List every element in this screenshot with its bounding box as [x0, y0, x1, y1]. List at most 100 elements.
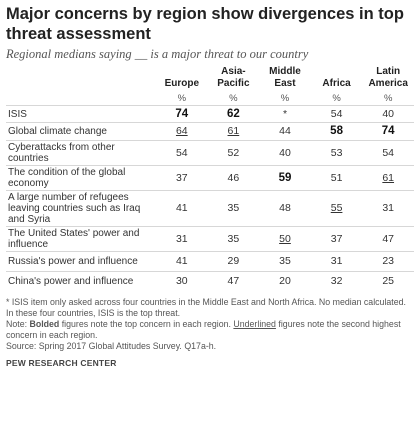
unit-row-spacer [6, 92, 156, 106]
value-text: 62 [226, 107, 240, 120]
value-text: 41 [175, 255, 188, 267]
value-text: 53 [330, 146, 343, 159]
table-row: A large number of refugees leaving count… [6, 190, 414, 227]
asterisk-note: * ISIS item only asked across four count… [6, 297, 406, 318]
table-row: Russia's power and influence 41 29 35 31 23 [6, 251, 414, 272]
header-row: Europe Asia- Pacific Middle East Africa La… [6, 66, 414, 92]
row-label: Russia's power and influence [6, 251, 156, 272]
column-header: Middle East [269, 66, 301, 89]
value-cell: 62 [207, 105, 260, 123]
value-text: 29 [227, 255, 240, 267]
row-label: The condition of the global economy [6, 165, 156, 191]
value-text: 52 [227, 146, 240, 159]
value-text: 64 [175, 125, 188, 137]
table-row: The United States' power and influence 31… [6, 226, 414, 252]
header-label-spacer [6, 66, 156, 92]
value-cell: 55 [310, 190, 363, 227]
value-cell: 47 [362, 226, 414, 252]
value-text: 58 [330, 125, 343, 137]
value-cell: 48 [259, 190, 311, 227]
value-cell: 47 [207, 271, 260, 291]
value-cell: 58 [310, 122, 363, 141]
value-text: 40 [279, 146, 291, 159]
value-cell: 37 [310, 226, 363, 252]
row-label: Cyberattacks from other countries [6, 140, 156, 166]
value-cell: 52 [207, 140, 260, 166]
value-cell: 31 [310, 251, 363, 272]
unit-cell: % [280, 93, 290, 104]
value-text: 55 [330, 202, 343, 214]
value-text: 74 [175, 107, 189, 120]
row-label: A large number of refugees leaving count… [6, 190, 156, 227]
value-text: 50 [279, 232, 291, 245]
value-text: 54 [175, 146, 188, 159]
value-cell: 61 [207, 122, 260, 141]
unit-cell: % [229, 93, 238, 104]
notes-block: * ISIS item only asked across four count… [6, 297, 411, 352]
column-header: Africa [322, 78, 351, 89]
value-cell: 74 [156, 105, 208, 123]
value-cell: 35 [207, 190, 260, 227]
organization-credit: PEW RESEARCH CENTER [6, 358, 117, 368]
value-text: 31 [382, 202, 395, 214]
unit-row: %%%%% [6, 92, 414, 106]
table-row: Global climate change 64 61 44 58 74 [6, 122, 414, 141]
value-cell: 41 [156, 190, 208, 227]
column-header: Asia- Pacific [217, 66, 250, 89]
value-text: 54 [330, 107, 343, 120]
value-cell: 31 [156, 226, 208, 252]
table-row: China's power and influence 30 47 20 32 25 [6, 271, 414, 291]
value-cell: 30 [156, 271, 208, 291]
value-text: 48 [279, 202, 291, 214]
value-cell: 31 [362, 190, 414, 227]
column-header: Latin America [368, 66, 408, 89]
value-text: 44 [279, 125, 291, 137]
value-text: 23 [382, 255, 395, 267]
value-cell: 59 [259, 165, 311, 191]
formatting-note: Note: Bolded figures note the top concer… [6, 319, 401, 340]
value-cell: 53 [310, 140, 363, 166]
value-text: 25 [382, 275, 395, 287]
value-cell: 61 [362, 165, 414, 191]
value-text: 59 [278, 171, 292, 184]
value-cell: 23 [362, 251, 414, 272]
value-cell: 41 [156, 251, 208, 272]
value-cell: 74 [362, 122, 414, 141]
value-cell: 29 [207, 251, 260, 272]
value-text: 61 [227, 125, 240, 137]
table-row: ISIS 74 62 * 54 40 [6, 105, 414, 123]
table-row: Cyberattacks from other countries 54 52 40 5… [6, 140, 414, 166]
value-cell: 51 [310, 165, 363, 191]
value-text: 32 [330, 275, 343, 287]
column-header: Europe [164, 78, 200, 89]
value-text: 35 [227, 202, 240, 214]
value-text: 31 [175, 232, 188, 245]
value-text: 37 [330, 232, 343, 245]
value-cell: 44 [259, 122, 311, 141]
value-text: 47 [382, 232, 395, 245]
value-cell: 46 [207, 165, 260, 191]
value-cell: 54 [362, 140, 414, 166]
table-row: The condition of the global economy 37 46 5… [6, 165, 414, 191]
value-text: 37 [175, 171, 188, 184]
source-note: Source: Spring 2017 Global Attitudes Sur… [6, 341, 217, 351]
chart-subtitle: Regional medians saying __ is a major th… [6, 47, 309, 61]
value-cell: 64 [156, 122, 208, 141]
value-cell: 37 [156, 165, 208, 191]
value-text: 35 [227, 232, 240, 245]
unit-cell: % [177, 93, 187, 104]
value-text: 20 [279, 275, 291, 287]
row-label: Global climate change [6, 122, 156, 141]
value-text: 40 [382, 107, 395, 120]
value-text: 35 [279, 255, 291, 267]
value-text: 51 [330, 171, 343, 184]
row-label: ISIS [6, 105, 156, 123]
value-text: 54 [382, 146, 395, 159]
value-cell: 35 [207, 226, 260, 252]
unit-cell: % [332, 93, 341, 104]
value-text: 31 [330, 255, 343, 267]
value-cell: 40 [259, 140, 311, 166]
value-cell: 54 [310, 105, 363, 123]
table-body: %%%%% ISIS 74 62 * 54 40 Global climate change 6… [6, 92, 414, 291]
value-cell: 54 [156, 140, 208, 166]
